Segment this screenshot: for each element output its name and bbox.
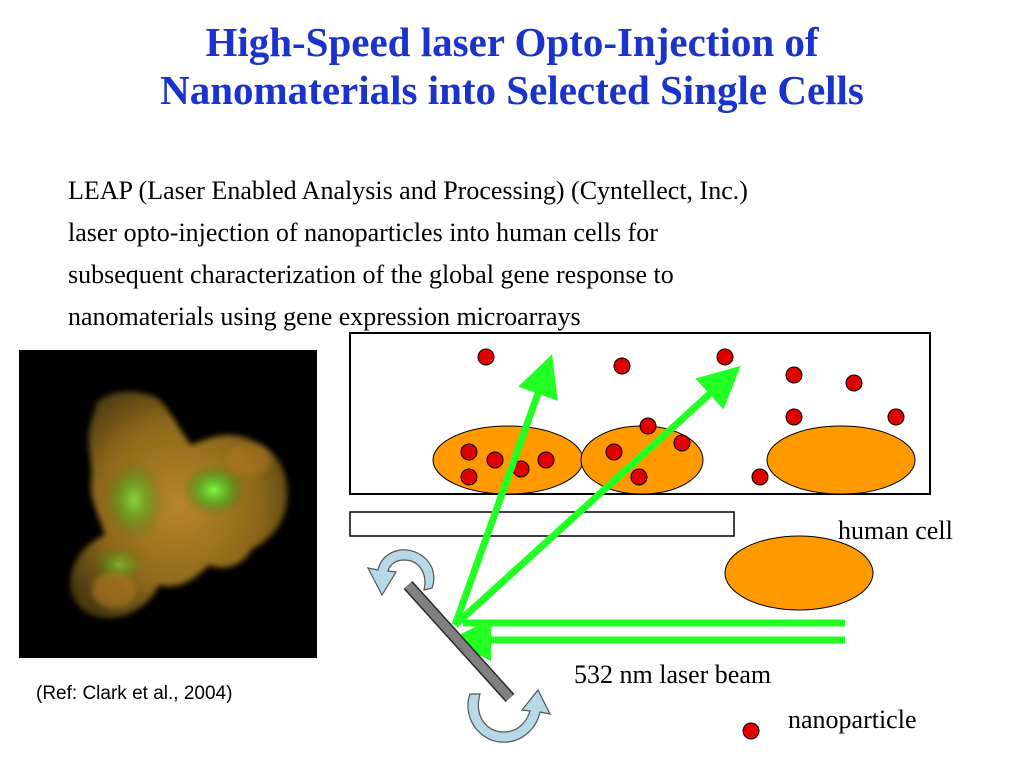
rotate-arrow-bottom-icon bbox=[467, 688, 552, 743]
description: LEAP (Laser Enabled Analysis and Process… bbox=[68, 170, 998, 338]
slide-title: High-Speed laser Opto-Injection of Nanom… bbox=[0, 18, 1024, 114]
title-line-1: High-Speed laser Opto-Injection of bbox=[205, 19, 819, 65]
nanoparticle bbox=[887, 408, 905, 426]
nanoparticles bbox=[460, 348, 905, 740]
nanoparticle bbox=[639, 417, 657, 435]
human-cell-uninjected bbox=[766, 425, 916, 495]
nanoparticle bbox=[785, 408, 803, 426]
legend-nanoparticle bbox=[742, 722, 760, 740]
nanoparticle bbox=[460, 443, 478, 461]
nanoparticle bbox=[486, 451, 504, 469]
label-human-cell: human cell bbox=[838, 516, 953, 545]
description-line-1: LEAP (Laser Enabled Analysis and Process… bbox=[68, 176, 748, 205]
glass-slide bbox=[349, 511, 735, 537]
nanoparticle bbox=[751, 468, 769, 486]
reference-citation: (Ref: Clark et al., 2004) bbox=[36, 683, 233, 704]
nanoparticle bbox=[605, 443, 623, 461]
nanoparticle bbox=[845, 374, 863, 392]
cell-nucleus-green-glow bbox=[182, 464, 246, 516]
description-line-2: laser opto-injection of nanoparticles in… bbox=[68, 218, 658, 247]
laser-beams bbox=[449, 354, 845, 661]
rotating-mirror bbox=[404, 581, 514, 702]
nanoparticle bbox=[716, 348, 734, 366]
cell-orange-patch-2 bbox=[227, 444, 271, 476]
cell-green-glow bbox=[104, 460, 164, 540]
cell-micrograph-image bbox=[19, 350, 317, 658]
title-line-2: Nanomaterials into Selected Single Cells bbox=[160, 67, 864, 113]
cell-orange-patch bbox=[92, 572, 136, 608]
description-line-3: subsequent characterization of the globa… bbox=[68, 260, 674, 289]
nanoparticle bbox=[477, 348, 495, 366]
nanoparticle bbox=[673, 434, 691, 452]
nanoparticle bbox=[785, 366, 803, 384]
description-line-4: nanomaterials using gene expression micr… bbox=[68, 302, 581, 331]
label-nanoparticle: nanoparticle bbox=[788, 705, 917, 734]
micrograph-drawing bbox=[70, 391, 288, 618]
laser-beam-reflected-2 bbox=[452, 365, 741, 628]
nanoparticle bbox=[537, 451, 555, 469]
nanoparticle bbox=[613, 357, 631, 375]
laser-beam-reflected-1 bbox=[451, 354, 558, 627]
label-laser-beam: 532 nm laser beam bbox=[574, 660, 772, 689]
nanoparticle bbox=[630, 468, 648, 486]
legend-human-cell bbox=[724, 535, 874, 611]
nanoparticle bbox=[460, 468, 478, 486]
rotate-arrow-top-icon bbox=[366, 549, 435, 597]
